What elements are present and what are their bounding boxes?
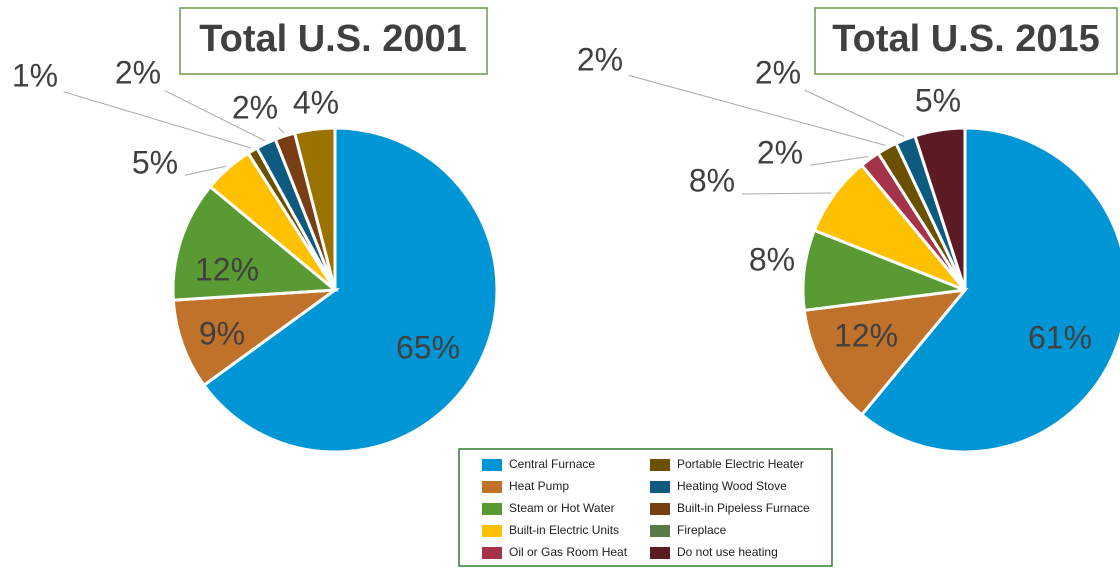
pie-slice — [171, 184, 339, 302]
pie — [171, 126, 499, 454]
data-label: 9% — [199, 315, 245, 351]
data-label: 2% — [755, 54, 801, 90]
legend-swatch — [650, 503, 670, 515]
legend-label: Fireplace — [677, 523, 727, 537]
data-label: 2% — [577, 41, 623, 77]
legend-swatch — [482, 481, 502, 493]
data-label: 12% — [834, 317, 898, 353]
leader-line — [804, 89, 905, 138]
pie-slice — [201, 126, 499, 454]
data-label: 1% — [12, 57, 58, 93]
data-label: 4% — [293, 84, 339, 120]
data-label: 5% — [132, 144, 178, 180]
legend-swatch — [650, 547, 670, 559]
legend-label: Portable Electric Heater — [677, 457, 804, 471]
legend-label: Built-in Pipeless Furnace — [677, 501, 810, 515]
pie-slice — [859, 126, 1120, 454]
data-label: 61% — [1028, 319, 1092, 355]
leader-line — [628, 74, 886, 146]
leader-line — [164, 90, 265, 142]
data-label: 2% — [232, 89, 278, 125]
leader-line — [809, 156, 869, 166]
legend-swatch — [650, 459, 670, 471]
legend-swatch — [482, 525, 502, 537]
data-label: 12% — [195, 251, 259, 287]
legend-label: Oil or Gas Room Heat — [509, 545, 628, 559]
pie — [801, 126, 1120, 454]
leader-line — [63, 91, 252, 149]
data-label: 2% — [115, 54, 161, 90]
data-label: 65% — [396, 329, 460, 365]
legend-label: Heating Wood Stove — [677, 479, 787, 493]
legend-swatch — [482, 547, 502, 559]
pie-slice — [802, 288, 969, 417]
data-label: 8% — [749, 241, 795, 277]
legend-label: Heat Pump — [509, 479, 569, 493]
legend-label: Steam or Hot Water — [509, 501, 615, 515]
leader-line — [741, 192, 832, 195]
legend-label: Central Furnace — [509, 457, 595, 471]
chart-title: Total U.S. 2001 — [199, 18, 467, 60]
leader-line — [278, 127, 285, 134]
legend-swatch — [482, 459, 502, 471]
pie-slice — [913, 126, 967, 291]
title-box — [814, 7, 1118, 75]
data-label: 5% — [915, 82, 961, 118]
pie-slice — [292, 126, 337, 291]
pie-slice — [171, 288, 341, 388]
legend-swatch — [650, 481, 670, 493]
legend-swatch — [650, 525, 670, 537]
data-label: 8% — [689, 162, 735, 198]
legend-swatch — [482, 503, 502, 515]
legend-label: Do not use heating — [677, 545, 778, 559]
legend-label: Built-in Electric Units — [509, 523, 619, 537]
legend-box — [458, 448, 833, 567]
data-label: 2% — [757, 134, 803, 170]
chart-title: Total U.S. 2015 — [832, 18, 1100, 60]
leader-line — [184, 165, 226, 176]
title-box — [179, 7, 488, 75]
